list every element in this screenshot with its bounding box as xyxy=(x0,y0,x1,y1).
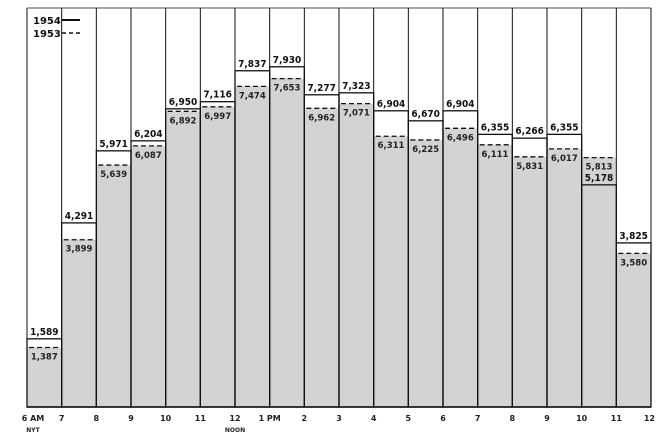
value-label-1954: 6,904 xyxy=(377,99,405,110)
x-tick-label: 8 xyxy=(510,414,516,423)
bar-1953 xyxy=(131,145,166,407)
value-label-1953: 6,111 xyxy=(482,150,509,160)
bar-1953 xyxy=(339,103,374,407)
x-tick-label: 4 xyxy=(371,414,377,423)
value-label-1953: 6,017 xyxy=(551,154,578,164)
value-label-1954: 7,116 xyxy=(203,90,231,101)
value-label-1953: 6,496 xyxy=(447,133,474,143)
x-tick-label: 7 xyxy=(475,414,481,423)
bar-1953 xyxy=(235,86,270,407)
x-tick-label: 6 AM xyxy=(22,414,45,423)
x-tick-label: 6 xyxy=(440,414,446,423)
x-tick-label: 11 xyxy=(195,414,207,423)
value-label-1953: 6,225 xyxy=(412,145,439,155)
series-1954-value-labels: 1,589 4,291 5,971 6,204 6,950 7,116 7,837 7,930… xyxy=(30,55,648,338)
value-label-1953: 6,962 xyxy=(308,113,335,123)
value-label-1954: 6,670 xyxy=(411,109,439,120)
value-label-1954: 6,204 xyxy=(134,129,162,140)
series-1953-fills xyxy=(27,78,651,408)
x-tick-sublabel: NYT xyxy=(26,427,40,434)
x-tick-label: 10 xyxy=(576,414,588,423)
value-label-1954: 3,825 xyxy=(619,231,647,242)
value-label-1954: 1,589 xyxy=(30,327,58,338)
x-tick-label: 3 xyxy=(336,414,342,423)
bar-1953 xyxy=(61,239,97,407)
x-tick-label: 9 xyxy=(544,414,550,423)
bar-1953 xyxy=(200,106,235,408)
x-tick-label: 9 xyxy=(128,414,134,423)
legend: 1954 1953 xyxy=(33,16,80,40)
bar-1953 xyxy=(96,165,131,407)
x-tick-label: 2 xyxy=(302,414,308,423)
value-label-1953: 5,813 xyxy=(586,163,613,173)
value-label-1954: 6,266 xyxy=(515,126,543,137)
series-1953-value-labels: 1,387 3,899 5,639 6,087 6,892 6,997 7,474 7,653… xyxy=(31,84,647,363)
legend-entry-1954: 1954 xyxy=(33,16,61,27)
x-tick-label: 7 xyxy=(59,414,65,423)
value-label-1953: 5,639 xyxy=(100,170,127,180)
bar-1953 xyxy=(547,148,582,407)
bar-1953 xyxy=(269,78,305,407)
bar-1953 xyxy=(304,108,339,407)
value-label-1953: 7,474 xyxy=(239,91,266,101)
bar-1953 xyxy=(512,156,547,407)
value-label-1954: 6,950 xyxy=(169,97,197,108)
value-label-1954: 7,277 xyxy=(307,83,335,94)
value-label-1954: 5,971 xyxy=(99,139,127,150)
value-label-1953: 6,892 xyxy=(170,116,197,126)
x-axis xyxy=(27,7,651,408)
value-label-1953: 5,831 xyxy=(516,162,543,172)
value-label-1954: 6,355 xyxy=(481,122,509,133)
x-tick-label: 5 xyxy=(406,414,412,423)
value-label-1953: 3,580 xyxy=(620,258,647,268)
value-label-1953: 1,387 xyxy=(31,352,58,362)
value-label-1954: 7,323 xyxy=(342,81,370,92)
value-label-1954: 7,837 xyxy=(238,59,266,70)
x-tick-label: 11 xyxy=(611,414,623,423)
bar-1953 xyxy=(581,157,617,407)
value-label-1954: 6,904 xyxy=(446,99,474,110)
x-tick-label: 12 xyxy=(229,414,240,423)
value-label-1953: 6,311 xyxy=(378,141,405,151)
legend-entry-1953: 1953 xyxy=(33,29,61,40)
x-tick-label: 12 xyxy=(644,414,655,423)
series-1953-dashed-lines xyxy=(29,78,649,349)
value-label-1953: 6,087 xyxy=(135,151,162,161)
bar-1953 xyxy=(373,136,409,408)
value-label-1953: 6,997 xyxy=(204,112,231,122)
x-tick-label: 8 xyxy=(94,414,100,423)
bar-1953 xyxy=(443,128,478,407)
bar-1953 xyxy=(408,139,443,407)
x-tick-label: 10 xyxy=(160,414,172,423)
bar-1953 xyxy=(165,111,201,407)
value-label-1953: 7,071 xyxy=(343,109,370,119)
bar-1953 xyxy=(27,347,62,407)
value-label-1954: 4,291 xyxy=(65,211,93,222)
x-tick-label: 1 PM xyxy=(259,414,281,423)
bar-1953 xyxy=(616,253,651,407)
value-label-1953: 3,899 xyxy=(66,245,93,255)
bar-1953 xyxy=(477,144,513,407)
value-label-1954: 7,930 xyxy=(273,55,301,66)
x-axis-tick-labels: 6 AM NYT 7 8 9 10 11 12 NOON 1 PM 2 3 4 5 6 7 8 9 10 11 12 xyxy=(22,414,655,434)
value-label-1953: 7,653 xyxy=(274,84,301,94)
x-tick-sublabel: NOON xyxy=(225,427,245,434)
value-label-1954: 6,355 xyxy=(550,122,578,133)
value-label-1954: 5,178 xyxy=(585,173,613,184)
